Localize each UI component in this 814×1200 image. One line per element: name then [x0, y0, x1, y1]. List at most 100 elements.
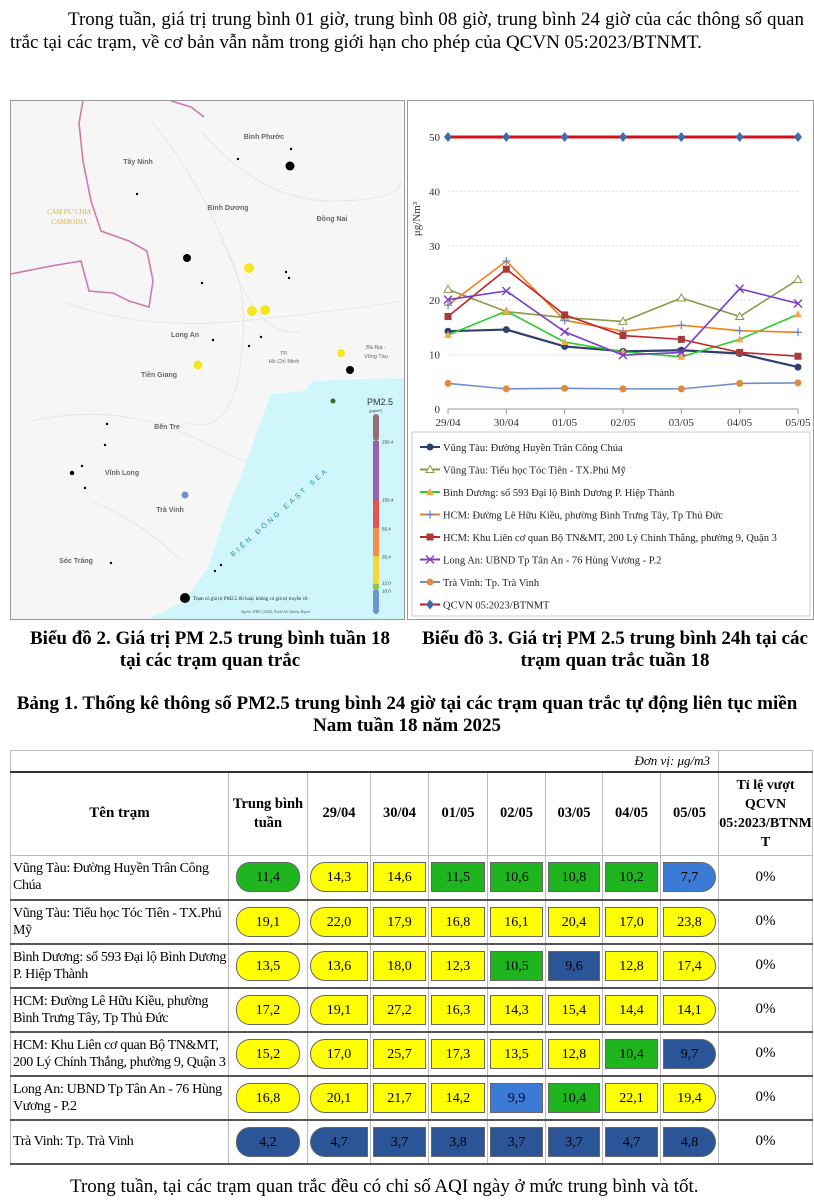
legend-item: HCM: Khu Liên cơ quan Bộ TN&MT, 200 Lý C… — [420, 533, 777, 544]
data-point — [619, 132, 627, 142]
daily-value-cell: 10,5 — [487, 943, 546, 989]
daily-value: 3,7 — [548, 1126, 600, 1157]
station-marker — [244, 263, 254, 273]
table-row: Trà Vinh: Tp. Trà Vinh 4,2 4,7 3,7 3,8 3,7 3,7… — [10, 1119, 814, 1165]
daily-value: 20,1 — [310, 1082, 368, 1113]
daily-value-cell: 10,6 — [487, 855, 546, 901]
colorbar-tick: 35.4 — [382, 555, 391, 560]
table-row: Bình Dương: số 593 Đại lộ Bình Dương P. … — [10, 943, 814, 989]
daily-value-cell: 17,9 — [370, 899, 429, 945]
daily-value: 23,8 — [663, 906, 716, 937]
legend-item: QCVN 05:2023/BTNMT — [420, 599, 550, 612]
colorbar-segment — [373, 441, 379, 499]
colorbar-segment — [373, 528, 379, 556]
daily-value-cell: 9,9 — [487, 1075, 546, 1121]
station-name: Vũng Tàu: Tiểu học Tóc Tiên - TX.Phú Mỹ — [10, 899, 229, 945]
daily-value: 13,5 — [490, 1038, 543, 1069]
station-marker — [285, 161, 295, 171]
daily-value: 13,6 — [310, 950, 368, 981]
daily-value-cell: 20,4 — [545, 899, 603, 945]
legend-label: Long An: UBND Tp Tân An - 76 Hùng Vương … — [443, 556, 661, 567]
station-name: Vũng Tàu: Đường Huyền Trân Công Chúa — [10, 855, 229, 901]
data-point — [502, 132, 511, 142]
exceed-ratio: 0% — [718, 1119, 814, 1165]
daily-value: 17,4 — [663, 950, 716, 981]
data-point — [735, 326, 744, 335]
daily-value: 12,8 — [605, 950, 658, 981]
colorbar-tick: 12.0 — [382, 581, 391, 586]
colorbar-segment — [373, 584, 379, 589]
weekly-average: 11,4 — [236, 862, 300, 893]
daily-value: 15,4 — [548, 994, 600, 1025]
station-marker-small — [219, 563, 223, 567]
daily-value-cell: 18,0 — [370, 943, 429, 989]
daily-value-cell: 16,1 — [487, 899, 546, 945]
daily-value: 20,4 — [548, 906, 600, 937]
table-row: HCM: Đường Lê Hữu Kiều, phường Bình Trưn… — [10, 987, 814, 1033]
station-marker-small — [83, 486, 87, 490]
daily-value-cell: 3,7 — [370, 1119, 429, 1165]
station-marker — [183, 254, 191, 262]
data-point — [677, 352, 686, 360]
weekly-average: 4,2 — [236, 1126, 300, 1157]
legend-label: HCM: Đường Lê Hữu Kiều, phường Bình Trưn… — [443, 511, 723, 522]
colorbar-segment — [373, 414, 379, 441]
daily-value: 18,0 — [373, 950, 426, 981]
daily-value-cell: 10,4 — [602, 1031, 661, 1077]
daily-value-cell: 9,6 — [545, 943, 603, 989]
daily-value-cell: 3,7 — [487, 1119, 546, 1165]
station-marker — [181, 491, 189, 499]
daily-value-cell: 7,7 — [659, 855, 720, 901]
data-point — [561, 384, 569, 392]
daily-value-cell: 14,4 — [602, 987, 661, 1033]
daily-value-cell: 25,7 — [370, 1031, 429, 1077]
data-point — [560, 132, 569, 142]
series-2 — [444, 307, 802, 360]
daily-value-cell: 12,3 — [428, 943, 488, 989]
station-name: HCM: Đường Lê Hữu Kiều, phường Bình Trưn… — [10, 987, 229, 1033]
exceed-ratio: 0% — [718, 899, 814, 945]
daily-value-cell: 22,0 — [307, 899, 371, 945]
daily-value: 14,4 — [605, 994, 658, 1025]
daily-value: 4,7 — [605, 1126, 658, 1157]
data-point — [619, 332, 627, 340]
map-label: Long An — [171, 332, 199, 339]
station-name: HCM: Khu Liên cơ quan Bộ TN&MT, 200 Lý C… — [10, 1031, 229, 1077]
caption-chart-3: Biểu đồ 3. Giá trị PM 2.5 trung bình 24h… — [422, 628, 808, 671]
y-tick-label: 30 — [429, 241, 441, 253]
data-point — [425, 464, 435, 473]
daily-value-cell: 15,4 — [545, 987, 603, 1033]
station-marker-small — [259, 335, 263, 339]
map-label: Vĩnh Long — [105, 470, 139, 477]
caption-chart-2: Biểu đồ 2. Giá trị PM 2.5 trung bình tuầ… — [30, 628, 390, 671]
data-point — [619, 385, 627, 393]
station-marker-small — [80, 464, 84, 468]
map-label: Vũng Tàu — [364, 354, 388, 360]
data-point — [676, 293, 687, 302]
table-title: Bảng 1. Thống kê thông số PM2.5 trung bì… — [16, 693, 798, 736]
colorbar-tick: 250.4 — [382, 440, 394, 445]
legend-label: Vũng Tàu: Đường Huyền Trân Công Chúa — [443, 443, 623, 454]
map-source: Nguồn: WHO, (2020), World Air Quality Re… — [240, 610, 311, 615]
daily-value-cell: 14,6 — [370, 855, 429, 901]
map-label: Bà Rịa - — [366, 345, 386, 351]
daily-value: 16,8 — [431, 906, 485, 937]
daily-value-cell: 23,8 — [659, 899, 720, 945]
data-point — [618, 316, 628, 325]
column-header: Tên trạm — [10, 771, 229, 856]
daily-value: 9,7 — [663, 1038, 716, 1069]
data-point — [736, 348, 744, 356]
intro-paragraph: Trong tuần, giá trị trung bình 01 giờ, t… — [10, 9, 804, 53]
map-label: Đồng Nai — [317, 214, 348, 223]
station-marker — [193, 360, 203, 370]
daily-value: 9,9 — [490, 1082, 543, 1113]
daily-value-cell: 17,3 — [428, 1031, 488, 1077]
daily-value-cell: 20,1 — [307, 1075, 371, 1121]
data-point — [793, 274, 803, 284]
station-marker-small — [289, 147, 293, 151]
x-tick-label: 02/05 — [610, 417, 636, 429]
x-tick-label: 30/04 — [494, 417, 520, 429]
data-point — [502, 265, 510, 273]
data-point — [560, 327, 570, 337]
daily-value-cell: 14,3 — [307, 855, 371, 901]
